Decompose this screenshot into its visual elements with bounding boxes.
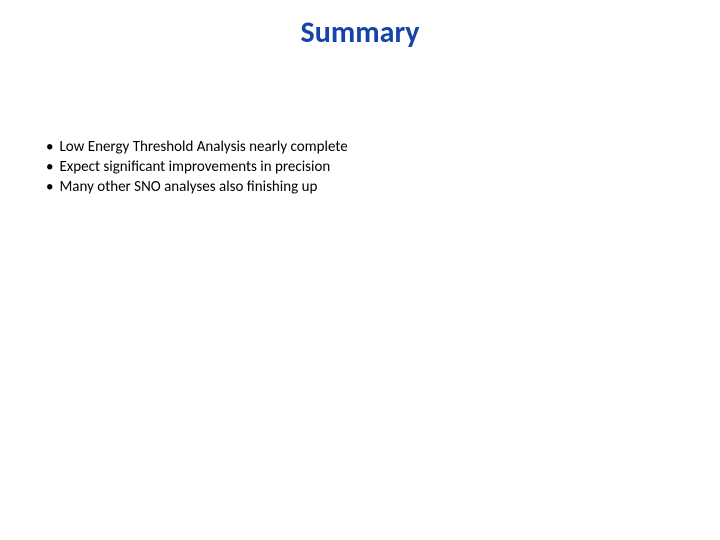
bullet-list: • Low Energy Threshold Analysis nearly c… bbox=[46, 138, 646, 197]
bullet-icon: • bbox=[46, 158, 53, 177]
slide: Summary • Low Energy Threshold Analysis … bbox=[0, 0, 720, 540]
bullet-icon: • bbox=[46, 178, 53, 197]
bullet-text: Many other SNO analyses also finishing u… bbox=[59, 178, 317, 197]
bullet-text: Low Energy Threshold Analysis nearly com… bbox=[59, 138, 347, 157]
list-item: • Many other SNO analyses also finishing… bbox=[46, 178, 646, 197]
list-item: • Expect significant improvements in pre… bbox=[46, 158, 646, 177]
slide-title: Summary bbox=[0, 14, 720, 51]
bullet-icon: • bbox=[46, 138, 53, 157]
list-item: • Low Energy Threshold Analysis nearly c… bbox=[46, 138, 646, 157]
bullet-text: Expect significant improvements in preci… bbox=[59, 158, 330, 177]
